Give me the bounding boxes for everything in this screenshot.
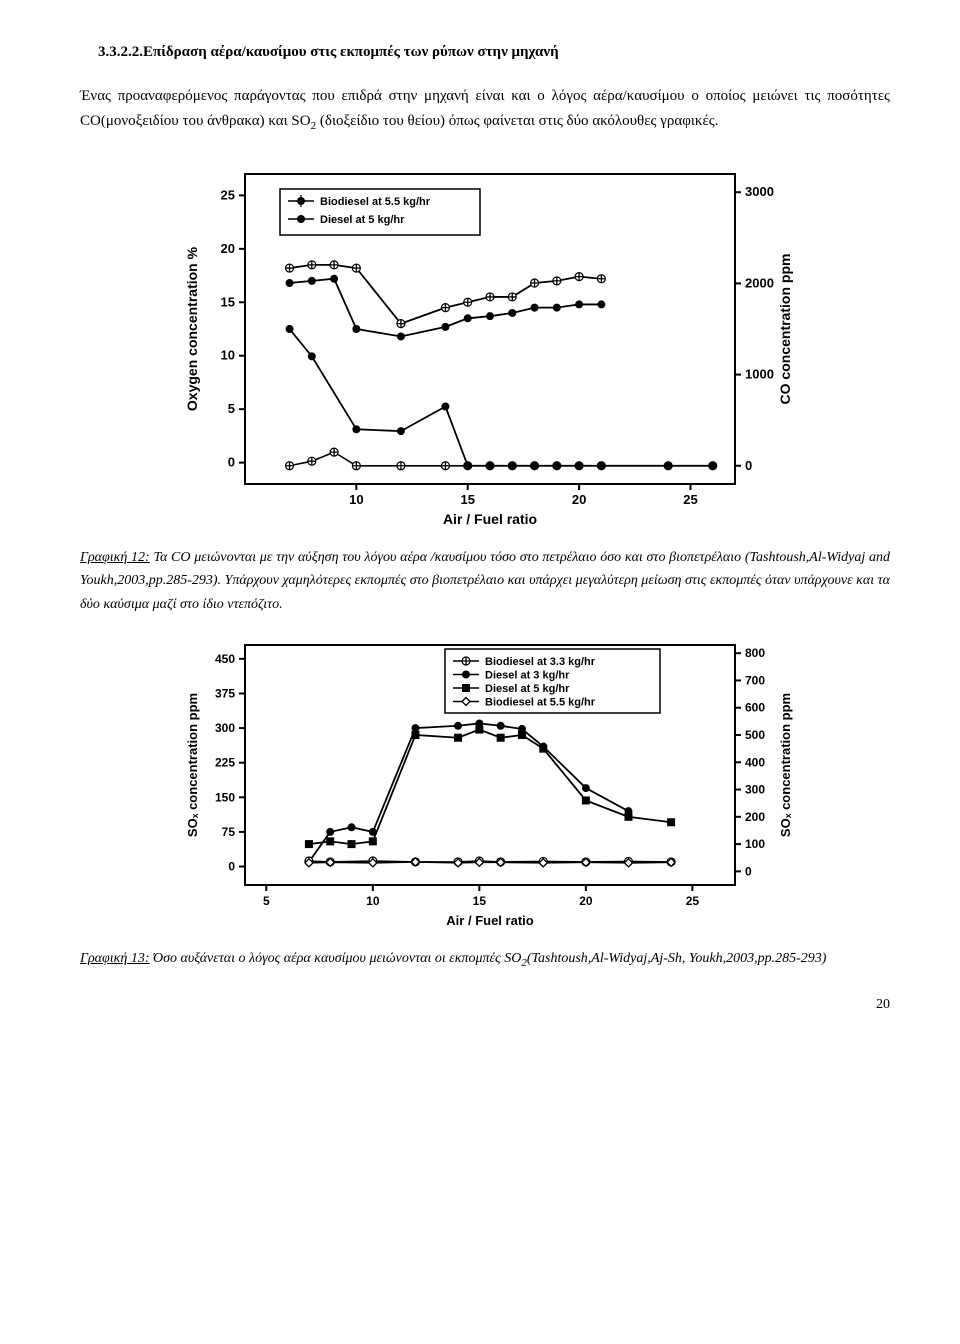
svg-text:225: 225 (215, 756, 235, 770)
figure-12-chart: 10 15 20 25 Air / Fuel ratio 0 5 10 15 20 25 Oxygen… (175, 154, 795, 534)
svg-text:15: 15 (473, 894, 487, 908)
svg-text:1000: 1000 (745, 366, 774, 381)
svg-text:400: 400 (745, 755, 765, 769)
caption1-body: Τα CO μειώνονται με την αύξηση του λόγου… (80, 550, 890, 613)
svg-text:5: 5 (263, 894, 270, 908)
svg-text:0: 0 (745, 864, 752, 878)
svg-text:2000: 2000 (745, 275, 774, 290)
svg-text:375: 375 (215, 687, 235, 701)
svg-text:200: 200 (745, 810, 765, 824)
svg-text:10: 10 (366, 894, 380, 908)
svg-text:75: 75 (222, 825, 236, 839)
svg-text:10: 10 (221, 347, 235, 362)
svg-text:3000: 3000 (745, 184, 774, 199)
svg-text:15: 15 (460, 492, 474, 507)
svg-text:15: 15 (221, 294, 235, 309)
svg-text:SOₓ concentration ppm: SOₓ concentration ppm (778, 693, 793, 837)
figure-12-caption: Γραφική 12: Τα CO μειώνονται με την αύξη… (80, 546, 890, 617)
svg-text:20: 20 (572, 492, 586, 507)
svg-text:450: 450 (215, 652, 235, 666)
caption2-body-b: (Tashtoush,Al-Widyaj,Aj-Sh, Youkh,2003,p… (527, 951, 827, 966)
svg-text:150: 150 (215, 790, 235, 804)
svg-text:300: 300 (745, 783, 765, 797)
svg-text:10: 10 (349, 492, 363, 507)
svg-text:Oxygen concentration %: Oxygen concentration % (184, 246, 200, 411)
caption2-body-a: Όσο αυξάνεται ο λόγος αέρα καυσίμου μειώ… (150, 951, 522, 966)
svg-text:25: 25 (221, 187, 235, 202)
svg-text:Biodiesel at 3.3 kg/hr: Biodiesel at 3.3 kg/hr (485, 656, 596, 668)
figure-13-chart: 5 10 15 20 25 Air / Fuel ratio 0 75 150 225 300 375… (175, 635, 795, 935)
svg-text:CO concentration ppm: CO concentration ppm (777, 253, 793, 404)
svg-text:800: 800 (745, 646, 765, 660)
svg-text:20: 20 (579, 894, 593, 908)
svg-text:700: 700 (745, 674, 765, 688)
section-heading: 3.3.2.2.Επίδραση αέρα/καυσίμου στις εκπο… (98, 40, 890, 66)
figure-13-caption: Γραφική 13: Όσο αυξάνεται ο λόγος αέρα κ… (80, 947, 890, 972)
svg-text:500: 500 (745, 728, 765, 742)
svg-text:20: 20 (221, 241, 235, 256)
svg-text:Biodiesel at 5.5 kg/hr: Biodiesel at 5.5 kg/hr (320, 196, 431, 208)
svg-text:300: 300 (215, 721, 235, 735)
svg-text:Air / Fuel ratio: Air / Fuel ratio (446, 913, 533, 928)
svg-text:SOₓ concentration ppm: SOₓ concentration ppm (185, 693, 200, 837)
caption1-head: Γραφική 12: (80, 550, 150, 565)
para1-b: (διοξείδιο του θείου) όπως φαίνεται στις… (316, 113, 718, 129)
caption2-head: Γραφική 13: (80, 951, 150, 966)
page-number: 20 (80, 993, 890, 1017)
svg-text:25: 25 (686, 894, 700, 908)
intro-paragraph: Ένας προαναφερόμενος παράγοντας που επιδ… (80, 84, 890, 136)
svg-text:5: 5 (228, 401, 235, 416)
svg-text:0: 0 (228, 454, 235, 469)
svg-text:Diesel at 3 kg/hr: Diesel at 3 kg/hr (485, 670, 570, 682)
svg-text:Air / Fuel ratio: Air / Fuel ratio (443, 511, 537, 527)
svg-text:25: 25 (683, 492, 697, 507)
svg-text:Diesel at 5 kg/hr: Diesel at 5 kg/hr (485, 683, 570, 695)
svg-text:600: 600 (745, 701, 765, 715)
svg-text:100: 100 (745, 837, 765, 851)
svg-text:Diesel at 5 kg/hr: Diesel at 5 kg/hr (320, 214, 405, 226)
svg-text:Biodiesel at 5.5 kg/hr: Biodiesel at 5.5 kg/hr (485, 697, 596, 709)
svg-text:0: 0 (228, 860, 235, 874)
svg-text:0: 0 (745, 457, 752, 472)
